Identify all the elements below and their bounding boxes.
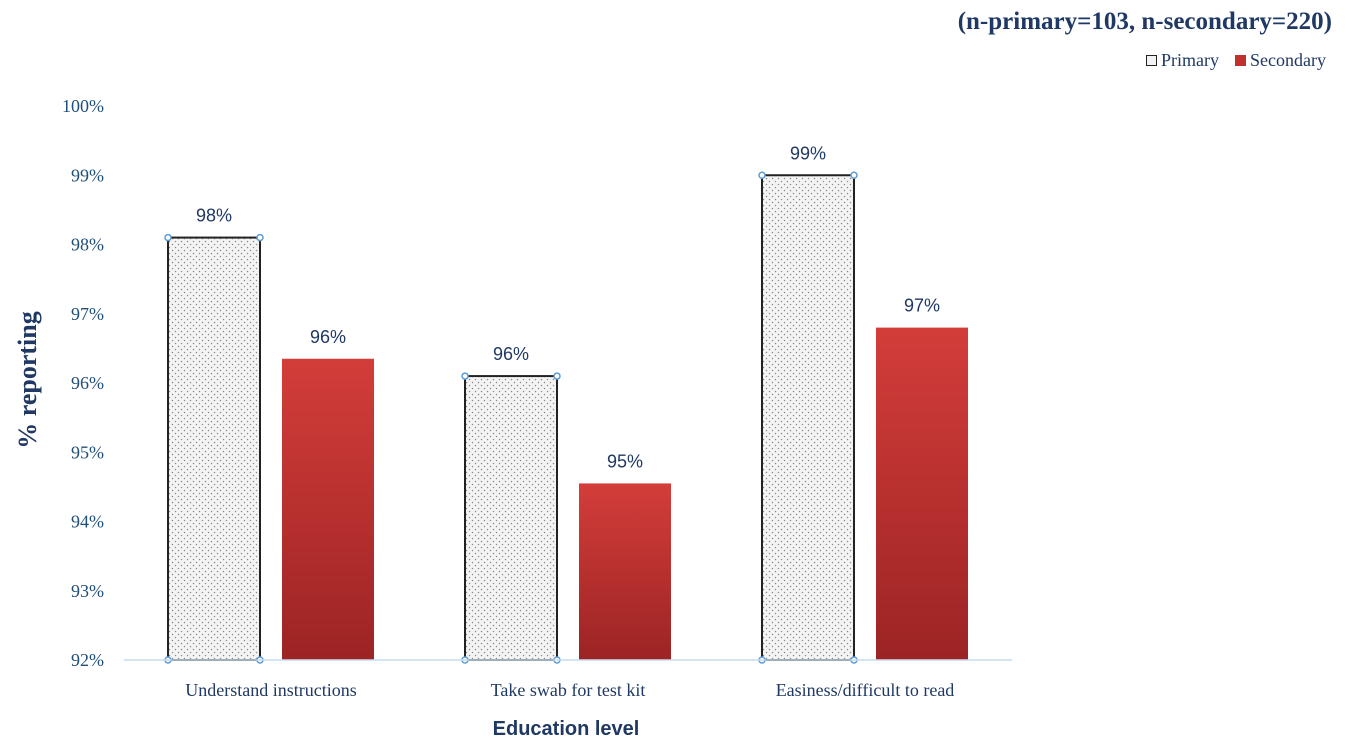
bar-primary — [167, 236, 261, 661]
data-label-secondary: 96% — [310, 327, 346, 347]
legend-label-secondary: Secondary — [1250, 50, 1326, 70]
data-label-primary: 98% — [196, 206, 232, 226]
y-tick-label: 95% — [71, 442, 104, 462]
legend-label-primary: Primary — [1161, 50, 1220, 70]
y-tick-label: 100% — [62, 96, 104, 116]
selection-handle — [164, 233, 172, 242]
selection-handle — [850, 171, 858, 179]
y-tick-label: 94% — [71, 512, 104, 532]
data-label-primary: 96% — [493, 344, 529, 364]
bar-primary — [464, 375, 558, 661]
y-tick-label: 97% — [71, 304, 104, 324]
chart-subtitle: (n-primary=103, n-secondary=220) — [957, 8, 1332, 35]
selection-handle — [553, 372, 561, 380]
y-tick-label: 98% — [71, 235, 104, 255]
bar-primary — [761, 174, 855, 661]
legend-swatch-secondary — [1235, 55, 1247, 66]
data-label-secondary: 97% — [904, 296, 940, 316]
legend-item-primary: Primary — [1146, 50, 1219, 71]
data-label-primary: 99% — [790, 143, 826, 163]
x-tick-label: Easiness/difficult to read — [776, 680, 955, 700]
y-tick-label: 96% — [71, 373, 104, 393]
y-tick-label: 93% — [71, 581, 104, 601]
x-tick-label: Take swab for test kit — [491, 680, 646, 700]
y-axis-label: % reporting — [13, 311, 42, 449]
selection-handle — [461, 372, 469, 380]
legend-swatch-primary — [1146, 55, 1158, 66]
legend-item-secondary: Secondary — [1235, 50, 1326, 71]
bar-secondary — [579, 483, 671, 660]
bar-secondary — [876, 327, 968, 660]
data-label-secondary: 95% — [607, 451, 643, 471]
x-axis-label: Education level — [492, 718, 640, 740]
y-tick-label: 92% — [71, 650, 104, 670]
selection-handle — [256, 233, 264, 242]
selection-handle — [758, 171, 766, 179]
legend: Primary Secondary — [1146, 50, 1326, 71]
bar-secondary — [282, 358, 374, 660]
y-tick-label: 99% — [71, 165, 104, 185]
x-tick-label: Understand instructions — [185, 680, 356, 700]
